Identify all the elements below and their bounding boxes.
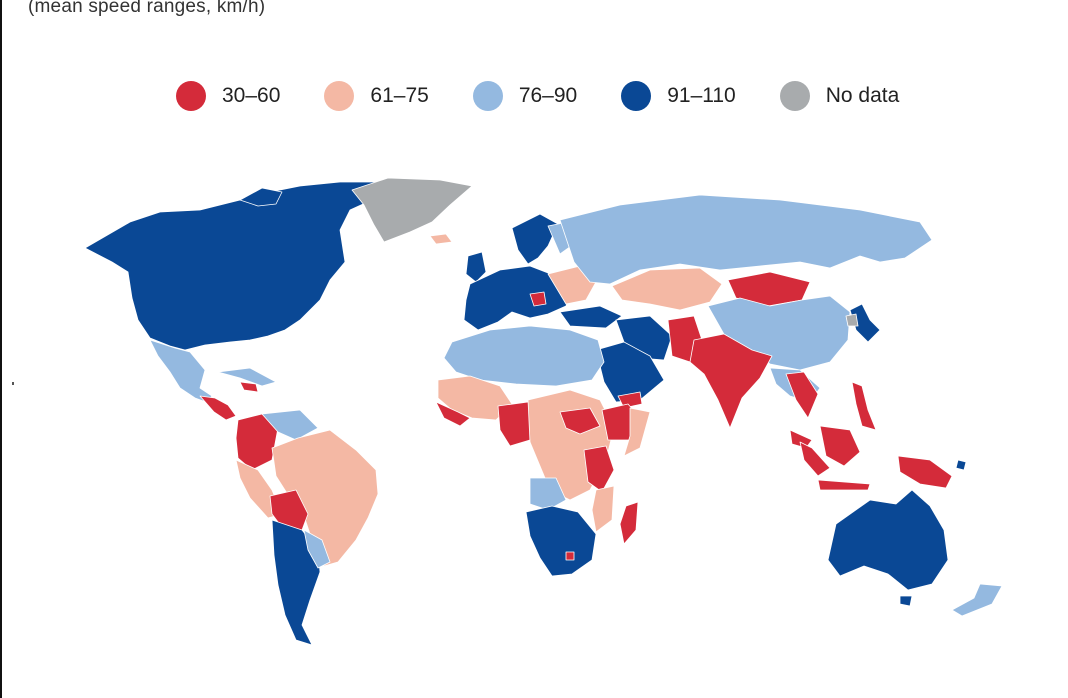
- region-mozambique: [591, 485, 615, 533]
- region-lesotho: [565, 551, 575, 561]
- legend-item-61-75: 61–75: [324, 81, 429, 111]
- legend-item-91-110: 91–110: [621, 81, 736, 111]
- region-russia: [559, 194, 933, 285]
- region-north-africa: [443, 325, 605, 387]
- region-canada-usa: [84, 181, 381, 351]
- region-new-zealand: [951, 583, 1003, 617]
- region-uk: [465, 251, 487, 283]
- region-greenland: [351, 177, 473, 243]
- region-australia: [827, 489, 949, 591]
- legend-swatch: [472, 81, 503, 111]
- region-caribbean-red: [239, 381, 259, 393]
- legend-item-76-90: 76–90: [472, 81, 578, 111]
- region-pacific-islands: [955, 459, 967, 471]
- frame-border: [0, 0, 2, 698]
- region-korea-japan: [849, 303, 881, 343]
- region-east-africa: [583, 445, 615, 493]
- legend-swatch: [779, 81, 810, 111]
- region-kazakhstan: [611, 267, 723, 311]
- legend-label: 30–60: [222, 84, 281, 107]
- region-madagascar: [619, 501, 639, 545]
- region-angola: [529, 477, 567, 511]
- region-tasmania: [899, 595, 913, 607]
- region-caribbean: [217, 367, 277, 387]
- legend-label: 61–75: [370, 84, 429, 107]
- region-somalia: [623, 407, 651, 457]
- region-paraguay-uruguay: [303, 529, 331, 569]
- region-indonesia-sumatra: [799, 441, 831, 477]
- region-india: [689, 333, 773, 429]
- legend-item-30-60: 30–60: [176, 81, 280, 111]
- region-venezuela: [261, 409, 319, 441]
- region-eastern-europe: [547, 265, 597, 305]
- region-indonesia-java: [817, 479, 871, 491]
- region-scandinavia: [511, 213, 559, 265]
- region-southern-africa: [525, 505, 597, 577]
- region-borneo: [819, 425, 861, 467]
- world-map: [84, 177, 1003, 646]
- region-philippines: [851, 381, 877, 431]
- region-western-europe: [463, 265, 573, 331]
- legend-swatch: [176, 81, 206, 111]
- legend-label: 91–110: [667, 84, 736, 107]
- region-iceland: [429, 233, 453, 245]
- legend-swatch: [324, 81, 355, 111]
- region-new-guinea: [897, 455, 953, 489]
- map-subtitle: (mean speed ranges, km/h): [28, 0, 266, 17]
- region-west-africa: [437, 375, 513, 421]
- legend-label: 76–90: [518, 84, 578, 107]
- region-turkey: [559, 305, 623, 329]
- region-arabia: [595, 341, 665, 403]
- region-canada-arctic: [239, 187, 283, 207]
- region-yemen: [617, 391, 643, 409]
- region-central-america: [199, 395, 237, 421]
- stray-mark: [12, 382, 14, 385]
- legend-label: No data: [825, 84, 900, 107]
- legend-item-no-data: No data: [779, 81, 900, 111]
- region-mexico: [149, 339, 213, 403]
- region-west-coast-red: [435, 401, 471, 427]
- legend-swatch: [621, 81, 652, 111]
- region-thailand-vietnam: [785, 371, 819, 419]
- legend: 30–60 61–75 76–90 91–110 No data: [176, 80, 943, 112]
- region-sudan-red: [559, 407, 601, 435]
- region-korea-gray: [845, 313, 859, 327]
- region-balkans: [529, 291, 547, 307]
